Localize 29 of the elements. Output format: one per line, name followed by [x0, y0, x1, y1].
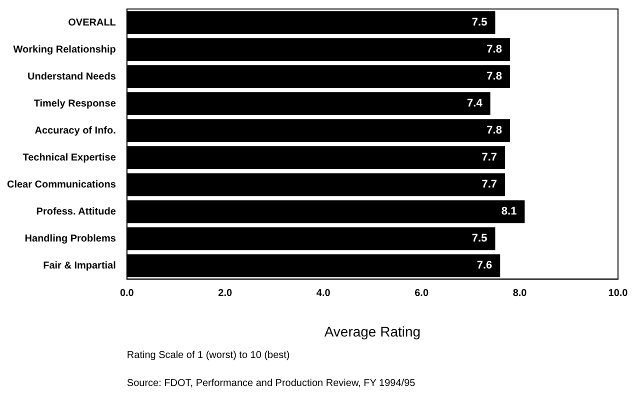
data-label: 7.8: [486, 124, 502, 137]
y-tick-label: OVERALL: [68, 17, 116, 28]
data-label: 7.7: [482, 152, 498, 164]
x-tick-label: 8.0: [512, 288, 528, 299]
y-tick-label: Clear Communications: [6, 179, 116, 190]
data-label: 7.7: [482, 178, 498, 191]
data-label: 8.1: [501, 206, 517, 218]
y-tick-label: Working Relationship: [13, 44, 116, 56]
y-tick-label: Technical Expertise: [22, 152, 116, 164]
y-tick-label: Fair & Impartial: [43, 260, 116, 272]
y-tick-label: Accuracy of Info.: [34, 125, 116, 136]
x-axis-title: Average Rating: [324, 323, 421, 340]
source-note: Source: FDOT, Performance and Production Review, FY 1994/95: [126, 378, 416, 389]
data-label: 7.6: [476, 260, 492, 272]
data-label: 7.5: [472, 16, 488, 29]
data-label: 7.4: [467, 98, 484, 110]
y-tick-label: Handling Problems: [24, 233, 116, 244]
y-tick-label: Profess. Attitude: [36, 206, 116, 218]
data-label: 7.8: [486, 70, 502, 83]
x-tick-label: 6.0: [414, 288, 429, 299]
x-tick-label: 4.0: [316, 288, 331, 299]
x-tick-label: 0.0: [120, 288, 134, 299]
y-tick-label: Timely Response: [34, 98, 116, 110]
x-tick-label: 10.0: [608, 288, 628, 299]
x-tick-label: 2.0: [218, 288, 233, 299]
data-label: 7.5: [472, 232, 488, 245]
data-label: 7.8: [486, 44, 502, 56]
text: Rating Scale of 1 (worst) to 10 (best): [126, 350, 290, 361]
y-tick-label: Understand Needs: [28, 71, 116, 82]
